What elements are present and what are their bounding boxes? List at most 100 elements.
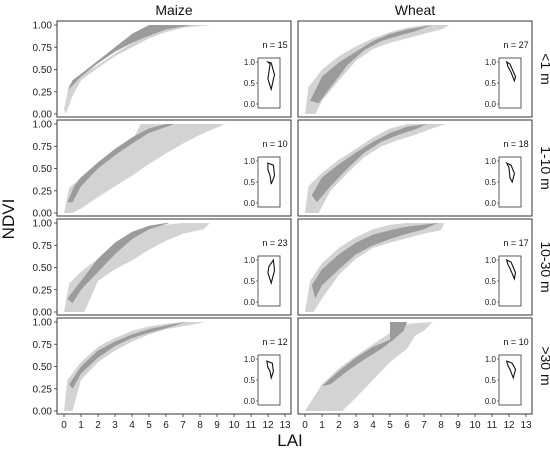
x-axis-label: LAI: [277, 431, 303, 450]
y-tick-label: 0.75: [33, 43, 53, 54]
x-tick-label: 8: [438, 420, 444, 431]
y-tick-label: 0.25: [33, 285, 53, 296]
inset-outline: [266, 60, 276, 92]
inset-tick-label: 0.0: [244, 199, 256, 208]
x-tick-label: 12: [262, 420, 274, 431]
y-tick-label: 0.75: [33, 241, 53, 252]
sample-size-label: n = 10: [503, 337, 528, 347]
x-tick-label: 7: [421, 420, 427, 431]
inset-border: [257, 255, 281, 307]
inset-border: [498, 255, 522, 307]
inset-outline: [505, 161, 515, 184]
sample-size-label: n = 15: [262, 40, 287, 50]
inner-range-band: [311, 223, 438, 299]
x-tick-label: 1: [78, 420, 84, 431]
panel-border: [56, 20, 292, 118]
inner-range-band: [322, 322, 407, 387]
x-tick-label: 12: [503, 420, 515, 431]
outer-range-band: [64, 124, 226, 213]
sample-size-label: n = 12: [262, 337, 287, 347]
outer-range-band: [305, 322, 433, 411]
y-tick-label: 0.00: [33, 209, 53, 220]
panel-border: [297, 119, 533, 217]
x-tick-label: 10: [469, 420, 481, 431]
panel-border: [56, 119, 292, 217]
inner-range-band: [311, 124, 428, 203]
y-tick-label: 0.00: [33, 308, 53, 319]
sample-size-label: n = 17: [503, 238, 528, 248]
panels-layer: n = 150.00.51.0n = 270.00.51.0n = 100.00…: [56, 20, 533, 415]
y-tick-label: 0.50: [33, 65, 53, 76]
sample-size-label: n = 10: [262, 139, 287, 149]
x-tick-label: 5: [387, 420, 393, 431]
panel-border: [56, 317, 292, 415]
x-tick-label: 2: [95, 420, 101, 431]
inset-plot: 0.0 0.5 1.0: [485, 156, 522, 208]
x-tick-label: 13: [520, 420, 532, 431]
column-strip-label: Maize: [155, 2, 193, 18]
x-tick-label: 3: [112, 420, 118, 431]
inset-tick-label: 0.0: [485, 397, 497, 406]
inset-tick-label: 1.0: [485, 157, 497, 166]
x-tick-label: 13: [279, 420, 291, 431]
x-tick-label: 5: [146, 420, 152, 431]
panel-border: [297, 218, 533, 316]
panel-wheat-1: n = 18 0.0 0.5 1.0: [297, 119, 533, 217]
x-tick-label: 7: [180, 420, 186, 431]
inset-tick-label: 0.0: [485, 199, 497, 208]
x-tick-label: 6: [404, 420, 410, 431]
y-tick-label: 0.50: [33, 164, 53, 175]
strip-labels: Maize Wheat <1 m 1-10 m 10-30 m >30 m: [155, 2, 550, 386]
panel-wheat-0: n = 27 0.0 0.5 1.0: [297, 20, 533, 118]
inset-tick-label: 0.5: [485, 376, 497, 385]
inset-tick-label: 1.0: [244, 58, 256, 67]
inset-tick-label: 1.0: [485, 58, 497, 67]
inset-outline: [505, 360, 517, 380]
inset-border: [257, 156, 281, 208]
x-tick-label: 3: [353, 420, 359, 431]
sample-size-label: n = 27: [503, 40, 528, 50]
inner-range-band: [310, 25, 433, 104]
x-tick-label: 9: [214, 420, 220, 431]
x-tick-label: 2: [336, 420, 342, 431]
x-tick-label: 10: [228, 420, 240, 431]
inset-tick-label: 1.0: [244, 355, 256, 364]
panel-border: [297, 317, 533, 415]
inset-plot: 0.0 0.5 1.0: [244, 255, 281, 307]
y-tick-label: 1.00: [33, 219, 53, 230]
panel-maize-2: n = 23 0.0 0.5 1.0: [56, 218, 292, 316]
inset-tick-label: 1.0: [244, 256, 256, 265]
y-tick-label: 0.25: [33, 186, 53, 197]
x-tick-label: 11: [487, 420, 498, 431]
y-tick-label: 1.00: [33, 120, 53, 131]
inset-outline: [267, 162, 276, 185]
x-tick-label: 8: [197, 420, 203, 431]
inset-tick-label: 0.5: [244, 376, 256, 385]
y-tick-label: 1.00: [33, 318, 53, 329]
inset-tick-label: 0.5: [244, 277, 256, 286]
y-tick-label: 0.00: [33, 110, 53, 121]
inset-plot: 0.0 0.5 1.0: [244, 354, 281, 406]
x-tick-label: 4: [370, 420, 376, 431]
inset-tick-label: 0.5: [485, 79, 497, 88]
x-tick-label: 1: [319, 420, 325, 431]
inset-plot: 0.0 0.5 1.0: [244, 57, 281, 109]
y-tick-label: 1.00: [33, 21, 53, 32]
inner-range-band: [67, 25, 192, 92]
x-tick-label: 4: [129, 420, 135, 431]
panel-maize-3: n = 12 0.0 0.5 1.0: [56, 317, 292, 415]
inset-plot: 0.0 0.5 1.0: [485, 255, 522, 307]
y-axis-label: NDVI: [0, 199, 18, 240]
column-strip-label: Wheat: [395, 2, 436, 18]
inset-outline: [266, 360, 274, 381]
inset-tick-label: 0.0: [485, 298, 497, 307]
outer-range-band: [64, 25, 211, 114]
x-tick-label: 11: [246, 420, 257, 431]
y-tick-label: 0.75: [33, 142, 53, 153]
y-tick-label: 0.50: [33, 263, 53, 274]
inset-plot: 0.0 0.5 1.0: [485, 57, 522, 109]
panel-maize-1: n = 10 0.0 0.5 1.0: [56, 119, 292, 217]
sample-size-label: n = 18: [503, 139, 528, 149]
y-tick-label: 0.00: [33, 407, 53, 418]
